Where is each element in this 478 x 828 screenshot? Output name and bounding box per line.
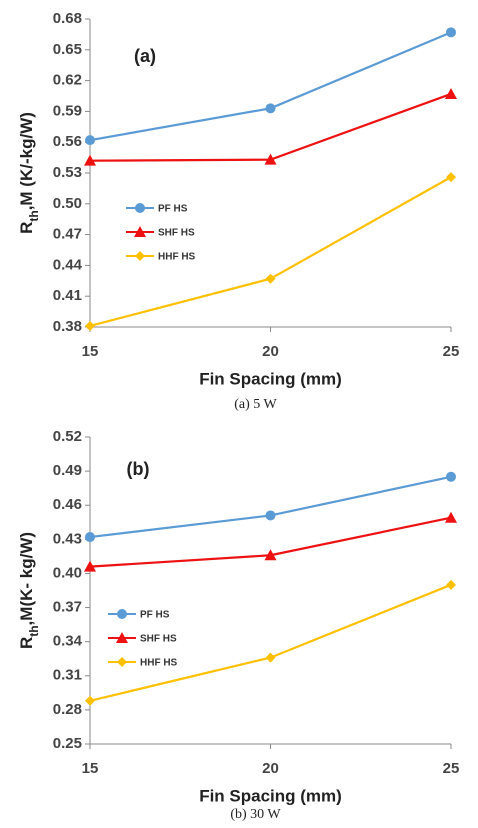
y-axis-title-part: ,M(K- kg/W) [17, 532, 36, 625]
legend-label: SHF HS [140, 634, 177, 645]
y-tick-label: 0.52 [53, 428, 82, 445]
marker [85, 135, 95, 146]
legend-label: PF HS [158, 204, 188, 215]
x-tick-label: 20 [262, 343, 279, 360]
marker [85, 695, 95, 706]
y-tick-label: 0.31 [53, 667, 82, 684]
marker [84, 154, 96, 166]
marker [264, 549, 277, 561]
marker [446, 172, 456, 183]
x-axis-title: Fin Spacing (mm) [199, 369, 342, 388]
panel-label: (a) [134, 46, 156, 66]
y-axis-title: Rth,M(K- kg/W) [17, 532, 41, 649]
y-axis-title-part: th [27, 625, 41, 636]
marker [264, 153, 277, 165]
legend-marker [117, 657, 127, 667]
legend-marker [135, 203, 145, 213]
legend-label: PF HS [140, 610, 170, 621]
y-tick-label: 0.44 [53, 256, 83, 273]
y-tick-label: 0.41 [53, 287, 82, 304]
y-tick-label: 0.46 [53, 496, 82, 513]
y-tick-label: 0.50 [53, 195, 82, 212]
marker [265, 652, 276, 663]
y-tick-label: 0.49 [53, 462, 82, 479]
y-tick-label: 0.62 [53, 72, 82, 89]
x-axis-title: Fin Spacing (mm) [199, 786, 342, 805]
marker [446, 27, 456, 38]
y-tick-label: 0.43 [53, 530, 82, 547]
legend-marker [117, 609, 127, 619]
y-axis-title-part: ,M (K/-kg/W) [17, 112, 36, 210]
marker [84, 560, 96, 572]
marker [445, 87, 457, 99]
series-line [89, 176, 452, 328]
caption: (b) 30 W [230, 807, 281, 822]
marker [445, 511, 457, 523]
y-tick-label: 0.65 [53, 41, 82, 58]
marker [85, 320, 95, 331]
y-tick-label: 0.38 [53, 318, 82, 335]
marker [85, 532, 95, 543]
x-tick-label: 20 [262, 760, 279, 777]
x-tick-label: 15 [82, 760, 99, 777]
y-tick-label: 0.53 [53, 164, 82, 181]
y-axis-title-part: th [27, 210, 41, 221]
legend-marker [116, 632, 128, 643]
x-tick-label: 15 [82, 343, 99, 360]
y-axis-title: Rth,M (K/-kg/W) [17, 112, 41, 234]
legend-marker [135, 251, 145, 261]
x-tick-label: 25 [443, 343, 460, 360]
marker [265, 103, 276, 114]
legend-marker [134, 226, 146, 237]
y-tick-label: 0.59 [53, 102, 82, 119]
y-tick-label: 0.25 [53, 735, 82, 752]
legend-label: HHF HS [158, 252, 196, 263]
legend-label: HHF HS [140, 658, 178, 669]
y-tick-label: 0.34 [53, 633, 83, 650]
y-tick-label: 0.28 [53, 701, 82, 718]
marker [265, 510, 276, 521]
y-axis-title-part: R [17, 222, 36, 234]
legend-label: SHF HS [158, 228, 195, 239]
y-axis-title-part: R [17, 637, 36, 649]
y-tick-label: 0.40 [53, 564, 82, 581]
caption: (a) 5 W [234, 397, 277, 412]
marker [446, 579, 456, 590]
y-tick-label: 0.56 [53, 133, 82, 150]
y-tick-label: 0.37 [53, 599, 82, 616]
y-tick-label: 0.68 [53, 10, 82, 27]
panel-label: (b) [127, 459, 150, 479]
marker [265, 273, 276, 284]
marker [446, 471, 456, 482]
x-tick-label: 25 [443, 760, 460, 777]
y-tick-label: 0.47 [53, 226, 82, 243]
